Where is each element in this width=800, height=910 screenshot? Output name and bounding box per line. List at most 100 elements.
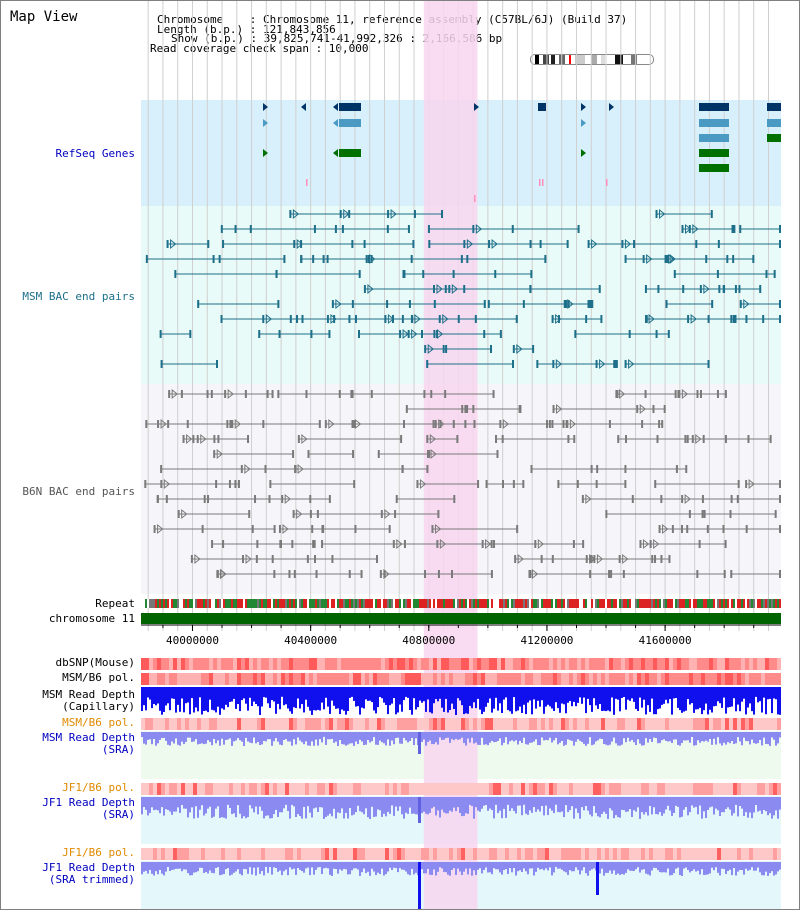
depth-bar	[465, 862, 467, 869]
heat-cell	[609, 673, 613, 685]
repeat-segment	[351, 599, 353, 608]
depth-bar	[667, 797, 669, 806]
track-label-msm-b6-pol-2: MSM/B6 pol.	[62, 716, 135, 729]
b6n-bac-pair-end	[660, 555, 663, 563]
refseq-genes[interactable]	[263, 103, 781, 202]
depth-bar	[689, 797, 691, 813]
heat-cell	[625, 848, 629, 860]
depth-bar	[673, 862, 675, 874]
depth-bar	[341, 687, 343, 710]
heat-cell	[193, 673, 197, 685]
genome-plot-area[interactable]: 40000000 40400000 40800000 41200000 41600000	[141, 1, 781, 909]
b6n-bac-pair-arrow	[160, 418, 167, 430]
depth-bar	[693, 797, 695, 808]
genome-plot-svg[interactable]: 40000000 40400000 40800000 41200000 41600000	[141, 1, 781, 909]
depth-bar	[647, 862, 649, 875]
heat-cell	[277, 658, 281, 670]
depth-bar	[169, 732, 171, 746]
depth-bar	[399, 862, 401, 869]
repeat-segment	[759, 599, 761, 608]
heat-cell	[373, 673, 377, 685]
depth-bar	[429, 687, 431, 713]
depth-bar	[439, 797, 441, 818]
heat-cell	[429, 783, 433, 795]
depth-bar	[565, 797, 567, 806]
b6n-bac-pair-end	[737, 480, 740, 488]
depth-bar	[741, 797, 743, 809]
highlight-region[interactable]	[423, 1, 478, 909]
msm-bac-pair-end	[487, 300, 490, 308]
depth-bar	[697, 732, 699, 741]
depth-bar	[309, 732, 311, 746]
heat-cell	[497, 718, 501, 730]
depth-bar	[221, 862, 223, 875]
msm-bac-pair-end	[539, 240, 542, 248]
depth-bar	[683, 862, 685, 869]
heat-cell	[353, 783, 357, 795]
repeat-segment	[487, 599, 489, 608]
msm-bac-pair-end	[407, 225, 410, 233]
heat-cell	[633, 658, 637, 670]
heat-cell	[685, 673, 689, 685]
b6n-bac-pairs[interactable]	[144, 388, 781, 580]
b6n-bac-pair-end	[394, 510, 397, 518]
depth-bar	[769, 732, 771, 746]
gene-block	[538, 103, 546, 111]
repeat-segment	[321, 599, 323, 608]
depth-bar	[423, 687, 425, 702]
depth-bar	[689, 732, 691, 743]
heat-cell	[213, 783, 217, 795]
heat-cell	[437, 718, 441, 730]
depth-bar	[535, 732, 537, 740]
heat-cell	[505, 673, 509, 685]
b6n-bac-pair-end	[453, 495, 456, 503]
depth-bar	[605, 797, 607, 814]
heat-cell	[525, 783, 529, 795]
depth-bar	[733, 687, 735, 699]
depth-bar	[149, 862, 151, 870]
heat-cell	[205, 718, 209, 730]
repeat-segment	[477, 599, 479, 608]
repeat-segment	[425, 599, 427, 608]
depth-bar	[461, 687, 463, 706]
depth-bar	[557, 732, 559, 745]
repeat-segment	[627, 599, 629, 608]
heat-cell	[569, 848, 573, 860]
depth-bar	[755, 797, 757, 805]
depth-bar	[157, 732, 159, 744]
depth-bar	[723, 732, 725, 743]
depth-bar	[367, 797, 369, 818]
msm-bac-pairs[interactable]	[145, 208, 781, 370]
b6n-bac-pair-end	[431, 525, 434, 533]
depth-bar	[413, 862, 415, 875]
heat-cell	[485, 783, 489, 795]
depth-bar	[579, 797, 581, 819]
depth-bar	[729, 732, 731, 744]
depth-bar	[177, 687, 179, 705]
repeat-segment	[671, 599, 673, 608]
heat-cell	[557, 783, 561, 795]
heat-cell	[421, 673, 425, 685]
page-title: Map View	[10, 9, 78, 25]
heat-cell	[677, 718, 681, 730]
repeat-segment	[187, 599, 189, 608]
chromosome-bar[interactable]	[141, 613, 781, 624]
gene-block	[339, 119, 361, 127]
b6n-bac-pair-end	[401, 465, 404, 473]
depth-bar	[545, 732, 547, 740]
depth-bar	[275, 732, 277, 739]
depth-bar	[691, 732, 693, 737]
depth-bar	[665, 732, 667, 741]
heat-cell	[577, 673, 581, 685]
msm-bac-pair-end	[565, 300, 568, 308]
depth-bar	[359, 687, 361, 715]
heat-cell	[317, 658, 321, 670]
heat-cell	[733, 848, 737, 860]
b6n-bac-pair-arrow	[517, 553, 524, 565]
b6n-bac-pair-end	[416, 480, 419, 488]
axis-tick-label: 41200000	[520, 634, 573, 647]
read-coverage-span-info: Read coverage check span : 10,000	[150, 42, 369, 55]
depth-bar	[529, 687, 531, 701]
depth-bar	[621, 862, 623, 875]
depth-bar	[757, 862, 759, 868]
